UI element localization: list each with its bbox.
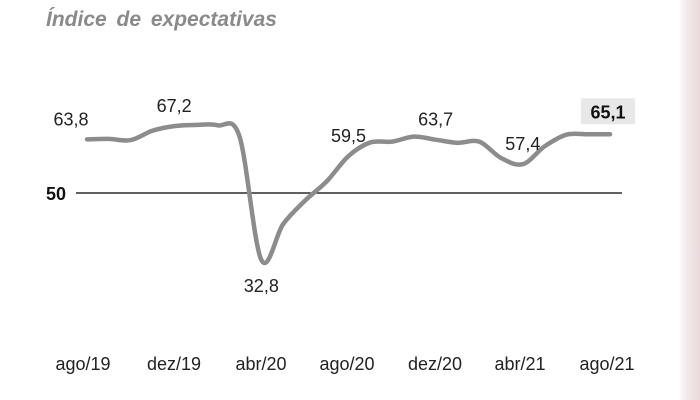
highlight-box [581,98,635,125]
data-label: 57,4 [505,134,540,154]
x-tick-label: ago/21 [579,354,634,374]
x-tick-label: dez/19 [147,354,201,374]
data-label: 63,7 [418,110,453,130]
x-tick-label: abr/21 [494,354,545,374]
x-tick-label: dez/20 [408,354,462,374]
data-label: 32,8 [244,276,279,296]
data-label: 65,1 [590,102,625,122]
x-tick-label: ago/20 [319,354,374,374]
data-label: 63,8 [53,109,88,129]
data-label: 67,2 [157,96,192,116]
decorative-edge [678,0,700,400]
reference-label: 50 [46,184,66,204]
chart-title: Índice de expectativas [46,8,277,31]
x-tick-label: abr/20 [235,354,286,374]
data-label: 59,5 [331,126,366,146]
series-line [84,121,613,266]
x-tick-label: ago/19 [55,354,110,374]
